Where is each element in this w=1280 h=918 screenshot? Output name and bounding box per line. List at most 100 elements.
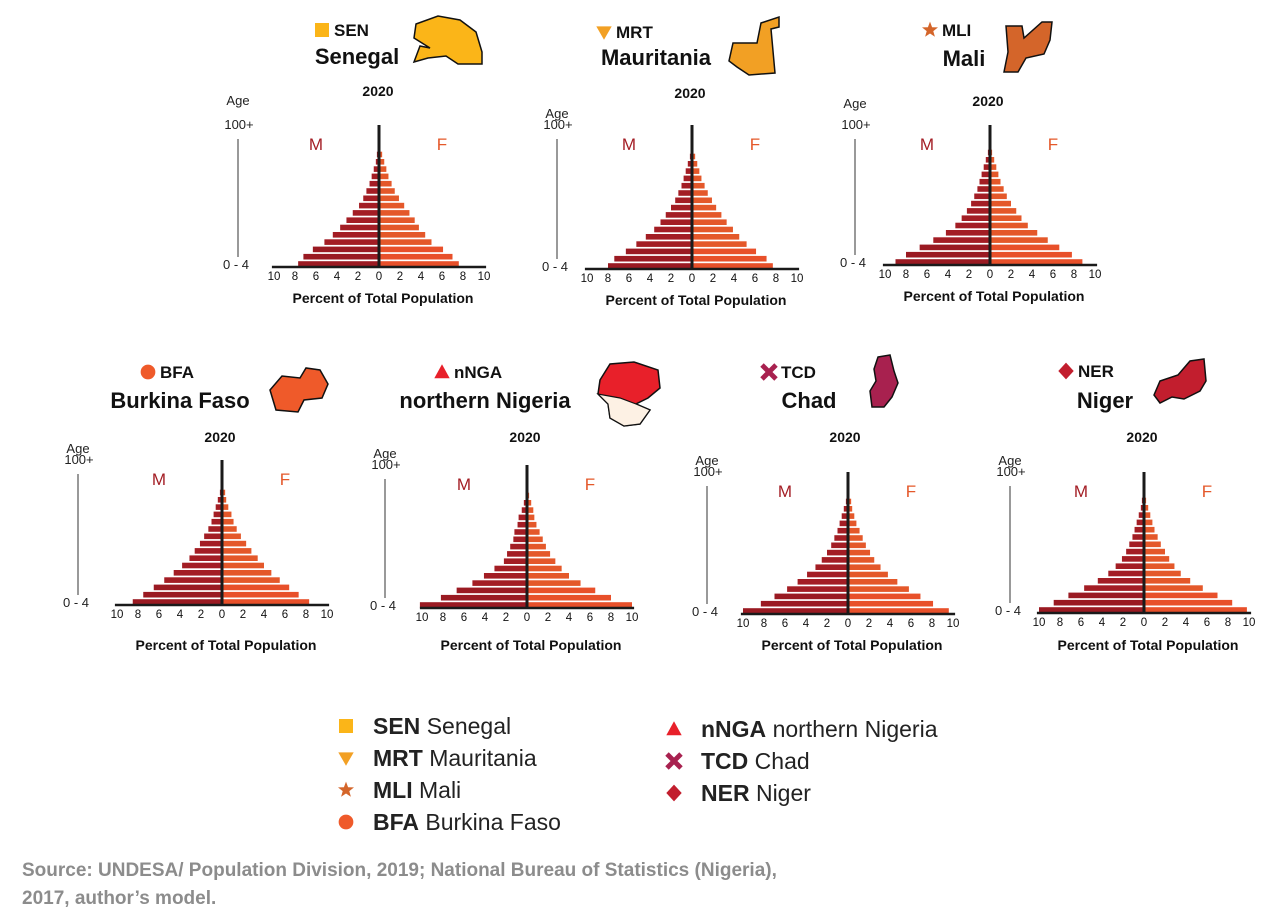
female-bar-10-14	[527, 587, 596, 594]
female-bar-65-69	[379, 166, 387, 172]
male-bar-15-19	[787, 586, 848, 592]
male-bar-30-34	[660, 219, 692, 225]
x-tick-label: 10	[791, 273, 804, 285]
male-bar-20-24	[1097, 578, 1144, 584]
female-bar-75-79	[222, 489, 226, 496]
male-bar-0-4	[132, 599, 222, 605]
male-label: M	[309, 135, 323, 154]
x-tick-label: 0	[376, 271, 382, 283]
x-tick-label: 4	[418, 271, 425, 283]
female-bar-30-34	[379, 217, 415, 223]
x-tick-label: 10	[268, 271, 281, 283]
female-bar-30-34	[222, 555, 258, 561]
female-bar-55-59	[692, 182, 705, 189]
female-bar-30-34	[1144, 563, 1175, 569]
female-bar-5-9	[379, 253, 453, 260]
legend-name: Niger	[756, 780, 811, 806]
male-bar-25-29	[807, 571, 848, 578]
female-bar-70-74	[1144, 505, 1149, 511]
country-code: BFA	[160, 363, 194, 382]
chart-title: 2020	[674, 85, 705, 101]
legend-item-bfa: BFA Burkina Faso	[338, 809, 561, 835]
legend-name: Mauritania	[429, 745, 537, 771]
x-tick-label: 10	[111, 609, 124, 621]
x-tick-label: 4	[803, 618, 810, 630]
country-map-icon	[1153, 358, 1207, 404]
x-tick-label: 4	[482, 612, 489, 624]
x-tick-label: 2	[1162, 617, 1168, 629]
country-name: Niger	[1077, 388, 1134, 413]
x-tick-label: 0	[524, 612, 530, 624]
x-tick-label: 2	[355, 271, 361, 283]
male-bar-35-39	[352, 210, 379, 216]
female-label: F	[750, 135, 760, 154]
male-bar-50-54	[977, 186, 990, 192]
female-bar-50-54	[990, 186, 1004, 192]
female-bar-15-19	[379, 239, 432, 245]
male-bar-0-4	[895, 259, 990, 265]
male-bar-65-69	[521, 507, 527, 513]
legend-label: TCD Chad	[701, 748, 810, 774]
male-bar-50-54	[514, 529, 527, 535]
male-bar-40-44	[199, 540, 222, 547]
triangle-down-icon	[596, 26, 612, 40]
star-icon	[922, 21, 938, 37]
female-bar-15-19	[222, 577, 280, 583]
female-bar-35-39	[848, 557, 875, 563]
legend-label: MRT Mauritania	[373, 745, 537, 771]
x-tick-label: 2	[198, 609, 204, 621]
female-bar-0-4	[222, 599, 310, 605]
x-tick-label: 6	[782, 618, 788, 630]
female-bar-30-34	[848, 564, 881, 570]
x-tick-label: 6	[282, 609, 288, 621]
male-bar-55-59	[517, 521, 527, 528]
male-bar-25-29	[1108, 570, 1144, 577]
male-bar-10-14	[625, 248, 692, 255]
country-name: Chad	[782, 388, 837, 413]
male-bar-55-59	[211, 518, 222, 525]
male-bar-65-69	[841, 513, 848, 519]
male-bar-20-24	[645, 234, 692, 240]
country-name: northern Nigeria	[399, 388, 571, 413]
female-bar-0-4	[1144, 607, 1247, 613]
male-bar-30-34	[1115, 563, 1144, 569]
x-tick-label: 6	[1050, 269, 1056, 281]
x-tick-label: 8	[292, 271, 298, 283]
female-bar-55-59	[990, 178, 1001, 185]
source-line-2: 2017, author’s model.	[22, 888, 216, 909]
chart-title: 2020	[509, 429, 540, 445]
female-bar-5-9	[848, 600, 934, 607]
legend-label: MLI Mali	[373, 777, 461, 803]
female-bar-10-14	[692, 248, 757, 255]
y-tick-bottom: 0 - 4	[995, 603, 1021, 618]
x-tick-label: 10	[416, 612, 429, 624]
male-bar-50-54	[366, 188, 379, 194]
country-map-icon	[412, 15, 483, 65]
male-bar-60-64	[371, 173, 379, 180]
male-bar-60-64	[213, 511, 222, 518]
male-bar-20-24	[797, 579, 848, 585]
legend-marker-icon	[665, 752, 683, 770]
male-bar-15-19	[472, 580, 527, 586]
female-bar-45-49	[379, 195, 399, 202]
female-bar-45-49	[848, 542, 866, 549]
chart-title: 2020	[362, 83, 393, 99]
star-icon	[338, 781, 354, 797]
male-bar-5-9	[440, 594, 527, 601]
female-bar-70-74	[379, 159, 385, 165]
x-tick-label: 8	[460, 271, 466, 283]
country-marker-icon	[140, 364, 156, 380]
female-bar-35-39	[692, 212, 722, 218]
legend-marker-icon	[338, 752, 354, 766]
female-bar-40-44	[379, 202, 405, 209]
legend-item-mli: MLI Mali	[338, 777, 461, 803]
x-tick-label: 10	[1243, 617, 1256, 629]
female-bar-15-19	[990, 237, 1048, 243]
x-tick-label: 10	[1089, 269, 1102, 281]
legend-name: Burkina Faso	[425, 809, 561, 835]
female-bar-75-79	[848, 498, 852, 505]
male-bar-50-54	[834, 535, 848, 541]
